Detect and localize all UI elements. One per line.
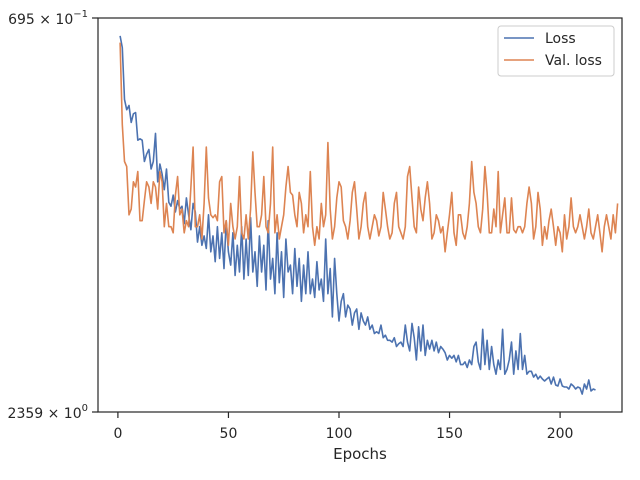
x-tick-label-100: 100 bbox=[326, 426, 353, 442]
y-tick-label-top: 695 × 10−1 bbox=[8, 9, 88, 28]
x-axis-ticks: 0 50 100 150 200 bbox=[113, 412, 573, 442]
legend: Loss Val. loss bbox=[497, 25, 615, 77]
x-axis-label: Epochs bbox=[333, 445, 387, 463]
series-line-val-loss bbox=[119, 42, 619, 253]
legend-label-loss: Loss bbox=[545, 31, 576, 47]
series-line-loss bbox=[119, 35, 596, 395]
x-tick-label-150: 150 bbox=[436, 426, 463, 442]
legend-label-val-loss: Val. loss bbox=[545, 53, 602, 69]
plot-frame bbox=[97, 17, 623, 413]
series-layer bbox=[119, 35, 619, 395]
x-tick-label-50: 50 bbox=[220, 426, 238, 442]
x-tick-label-0: 0 bbox=[113, 426, 122, 442]
y-tick-label-bottom: 2359 × 100 bbox=[8, 403, 88, 422]
x-tick-label-200: 200 bbox=[547, 426, 574, 442]
